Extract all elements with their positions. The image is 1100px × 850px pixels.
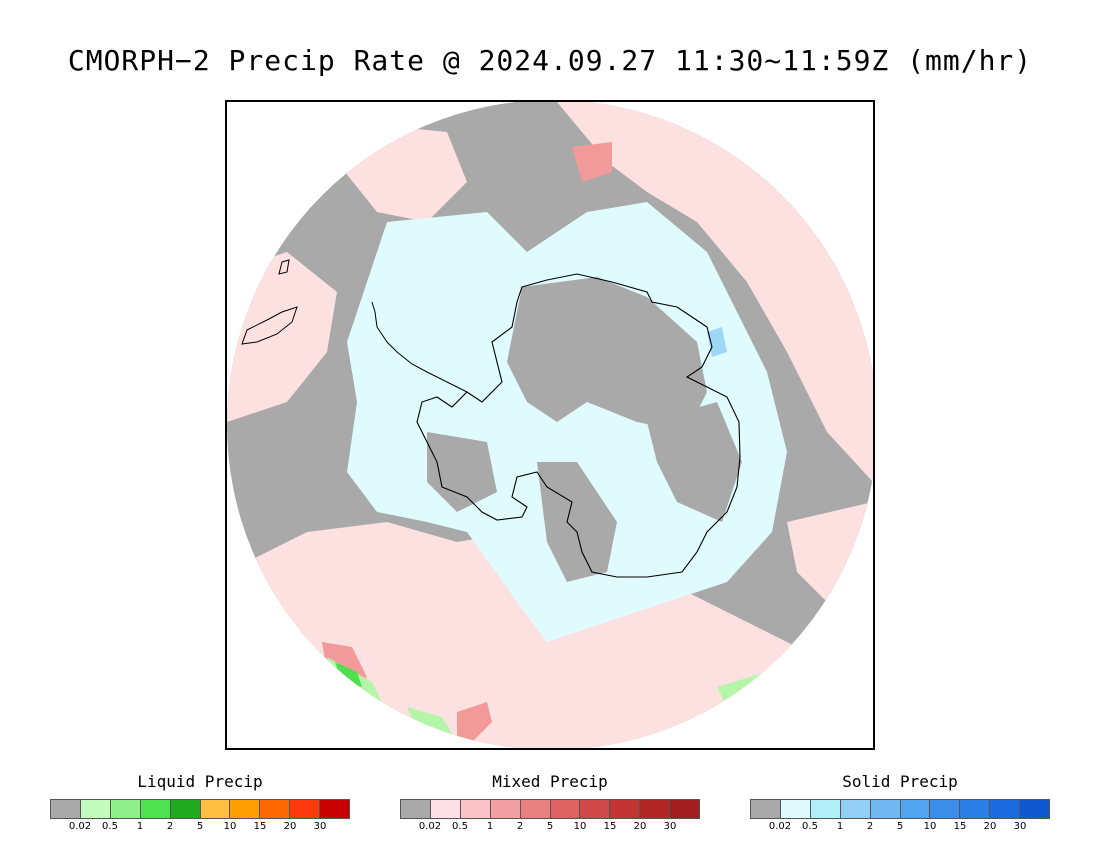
legend-tick-label: 2 (516, 821, 524, 832)
legend-tick-label: 1 (486, 821, 494, 832)
tick-labels: 0.02 0.5 1 2 5 10 15 20 30 (50, 819, 350, 833)
legend-tick-label: 0.5 (102, 821, 118, 832)
antarctic-peninsula (371, 301, 468, 393)
legend-swatch (170, 800, 201, 818)
legend-swatch (520, 800, 551, 818)
legend-swatch (80, 800, 111, 818)
legend-title: Liquid Precip (137, 772, 263, 791)
legend-tick-label: 15 (253, 821, 267, 832)
legend-swatch (780, 800, 811, 818)
legend-swatch (990, 800, 1021, 818)
legend-swatch (430, 800, 461, 818)
mixed-precip-area (227, 252, 337, 422)
legend-swatch (810, 800, 841, 818)
legend-tick-label: 5 (896, 821, 904, 832)
legend-mixed: Mixed Precip 0.02 0.5 1 2 5 10 15 20 30 (400, 772, 700, 833)
tick-labels: 0.02 0.5 1 2 5 10 15 20 30 (750, 819, 1050, 833)
legend-swatch (580, 800, 611, 818)
map-panel (225, 100, 875, 750)
legend-tick-label: 15 (603, 821, 617, 832)
legend-swatch (140, 800, 171, 818)
no-precip-area (537, 462, 617, 582)
legend-swatch (51, 800, 81, 818)
color-bar (400, 799, 700, 819)
legend-tick-label: 0.02 (68, 821, 92, 832)
solid-precip-spot (707, 327, 727, 357)
legend-swatch (401, 800, 431, 818)
legend-swatch (550, 800, 581, 818)
legend-tick-label: 30 (313, 821, 327, 832)
solid-precip-area (397, 222, 477, 287)
legend-tick-label: 5 (546, 821, 554, 832)
legend-title: Solid Precip (842, 772, 958, 791)
legend-swatch (110, 800, 141, 818)
legend-tick-label: 5 (196, 821, 204, 832)
legend-swatch (640, 800, 671, 818)
legend-tick-label: 0.5 (802, 821, 818, 832)
legend-swatch (610, 800, 641, 818)
legend-tick-label: 20 (983, 821, 997, 832)
island-outline (278, 259, 290, 275)
legend-tick-label: 20 (633, 821, 647, 832)
legend-tick-label: 2 (166, 821, 174, 832)
color-bar (750, 799, 1050, 819)
legend-swatch (751, 800, 781, 818)
legend-tick-label: 20 (283, 821, 297, 832)
no-precip-area (427, 432, 497, 512)
polar-precip-map (227, 102, 873, 748)
legend-tick-label: 15 (953, 821, 967, 832)
legend-swatch (290, 800, 321, 818)
legend-swatch (1020, 800, 1050, 818)
legend-tick-label: 30 (1013, 821, 1027, 832)
legend-swatch (200, 800, 231, 818)
precip-field (227, 102, 873, 748)
mixed-precip-spot (457, 702, 492, 742)
legend-tick-label: 1 (836, 821, 844, 832)
legend-tick-label: 1 (136, 821, 144, 832)
legend-swatch (260, 800, 291, 818)
mixed-precip-spot (572, 142, 612, 182)
legend-tick-label: 2 (866, 821, 874, 832)
legend-title: Mixed Precip (492, 772, 608, 791)
color-bar (50, 799, 350, 819)
south-america-coastline (241, 306, 298, 345)
legend-solid: Solid Precip 0.02 0.5 1 2 5 10 15 20 30 (750, 772, 1050, 833)
legend-swatch (460, 800, 491, 818)
legend-swatch (670, 800, 700, 818)
legend-swatch (840, 800, 871, 818)
legend-swatch (930, 800, 961, 818)
legend-swatch (230, 800, 261, 818)
legend-swatch (320, 800, 350, 818)
no-precip-area (507, 277, 707, 432)
legend-liquid: Liquid Precip 0.02 0.5 1 2 5 10 15 20 30 (50, 772, 350, 833)
legend-tick-label: 10 (573, 821, 587, 832)
solid-precip-area (347, 202, 787, 642)
legend-tick-label: 10 (923, 821, 937, 832)
no-precip-area (647, 402, 742, 522)
legend-tick-label: 0.5 (452, 821, 468, 832)
antarctica-coastline (416, 273, 741, 578)
tick-labels: 0.02 0.5 1 2 5 10 15 20 30 (400, 819, 700, 833)
legend-tick-label: 10 (223, 821, 237, 832)
legend-swatch (490, 800, 521, 818)
legend-tick-label: 0.02 (418, 821, 442, 832)
legend-tick-label: 30 (663, 821, 677, 832)
legend-tick-label: 0.02 (768, 821, 792, 832)
legend-swatch (960, 800, 991, 818)
map-title: CMORPH−2 Precip Rate @ 2024.09.27 11:30~… (67, 44, 1033, 77)
legend-swatch (900, 800, 931, 818)
legend-swatch (870, 800, 901, 818)
